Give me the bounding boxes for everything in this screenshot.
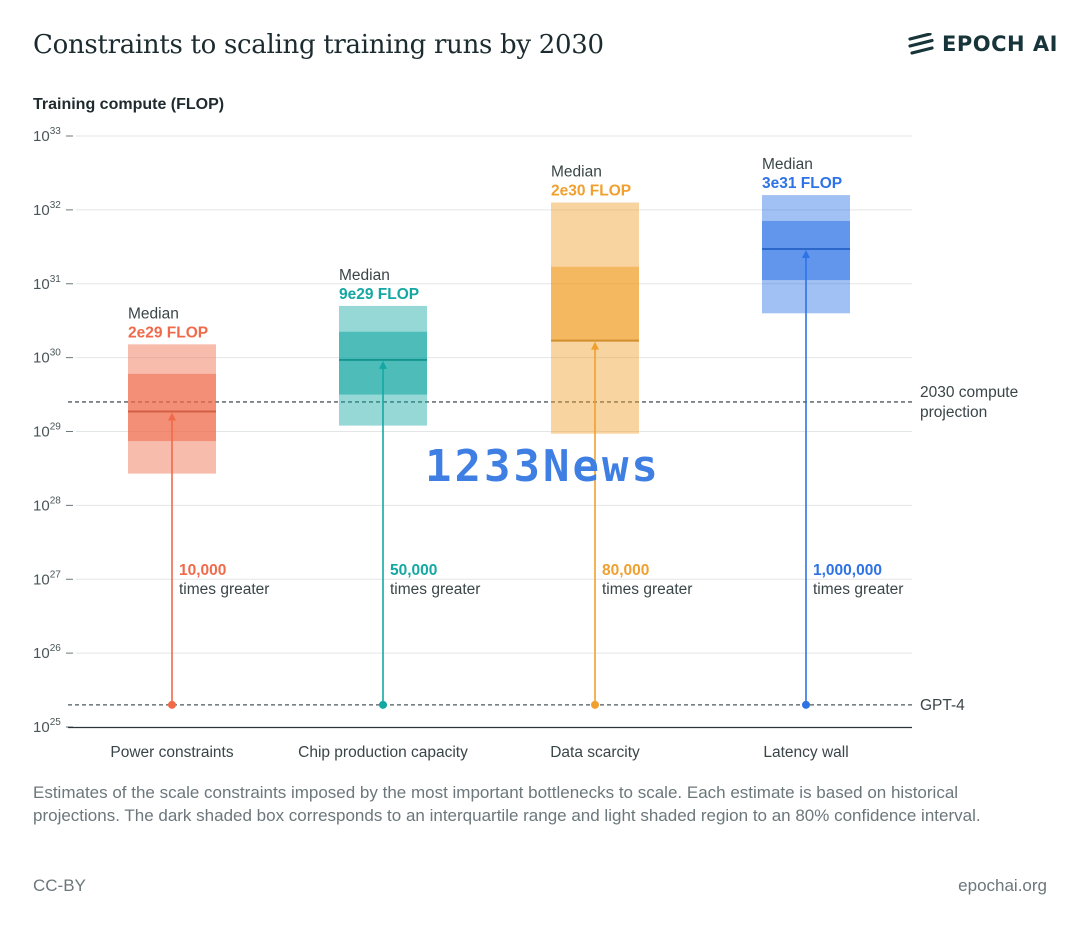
times-greater-value: 10,000 [179,562,226,579]
median-label: Median [128,305,179,322]
times-greater-value: 80,000 [602,562,649,579]
times-greater-text: times greater [602,581,692,598]
x-category-label: Latency wall [763,744,848,761]
y-tick-label: 1031 [33,274,61,293]
times-greater-text: times greater [813,581,903,598]
watermark-text: 1233News [425,441,661,492]
y-tick-label: 1030 [33,348,61,367]
epoch-stripes-icon [908,33,934,55]
median-value: 2e29 FLOP [128,324,208,341]
category-group: Median 3e31 FLOP 1,000,000 times greater Lat… [762,156,903,761]
category-group: Median 9e29 FLOP 50,000 times greater Chip p… [298,267,480,761]
y-tick-label: 1025 [33,717,61,736]
gpt4-point [168,700,176,709]
reference-label-projection-2030: 2030 compute projection [920,384,1018,421]
y-axis-title: Training compute (FLOP) [33,96,225,113]
x-category-label: Power constraints [110,744,233,761]
y-tick-label: 1032 [33,200,61,219]
median-value: 3e31 FLOP [762,175,842,192]
times-greater-text: times greater [179,581,269,598]
chart-caption: Estimates of the scale constraints impos… [33,783,981,825]
growth-arrow-head [379,360,387,369]
chart-canvas: 1025 1026 1027 1028 1029 1030 1031 1032 1033 GPT-… [33,126,1018,761]
chart-title: Constraints to scaling training runs by … [33,30,604,60]
category-group: Median 2e30 FLOP 80,000 times greater Data s… [550,163,692,761]
brand-name: EPOCH AI [942,32,1058,56]
times-greater-value: 50,000 [390,562,437,579]
license-label: CC-BY [33,876,86,895]
median-value: 9e29 FLOP [339,286,419,303]
growth-arrow-head [168,412,176,421]
y-tick-label: 1033 [33,126,61,145]
y-tick-label: 1027 [33,569,61,588]
iqr-box [551,266,639,341]
y-tick-label: 1028 [33,495,61,514]
y-tick-label: 1029 [33,422,61,441]
times-greater-text: times greater [390,581,480,598]
median-label: Median [762,156,813,173]
x-category-label: Data scarcity [550,744,640,761]
source-link[interactable]: epochai.org [958,876,1047,895]
median-label: Median [551,163,602,180]
gpt4-point [379,700,387,709]
reference-label-gpt4: GPT-4 [920,697,965,714]
gpt4-point [802,700,810,709]
median-label: Median [339,267,390,284]
gpt4-point [591,700,599,709]
growth-arrow-head [591,341,599,350]
y-tick-label: 1026 [33,643,61,662]
times-greater-value: 1,000,000 [813,562,882,579]
x-category-label: Chip production capacity [298,744,468,761]
growth-arrow-head [802,250,810,259]
median-value: 2e30 FLOP [551,182,631,199]
brand-logo[interactable]: EPOCH AI [908,32,1058,56]
category-group: Median 2e29 FLOP 10,000 times greater Power … [110,305,269,761]
